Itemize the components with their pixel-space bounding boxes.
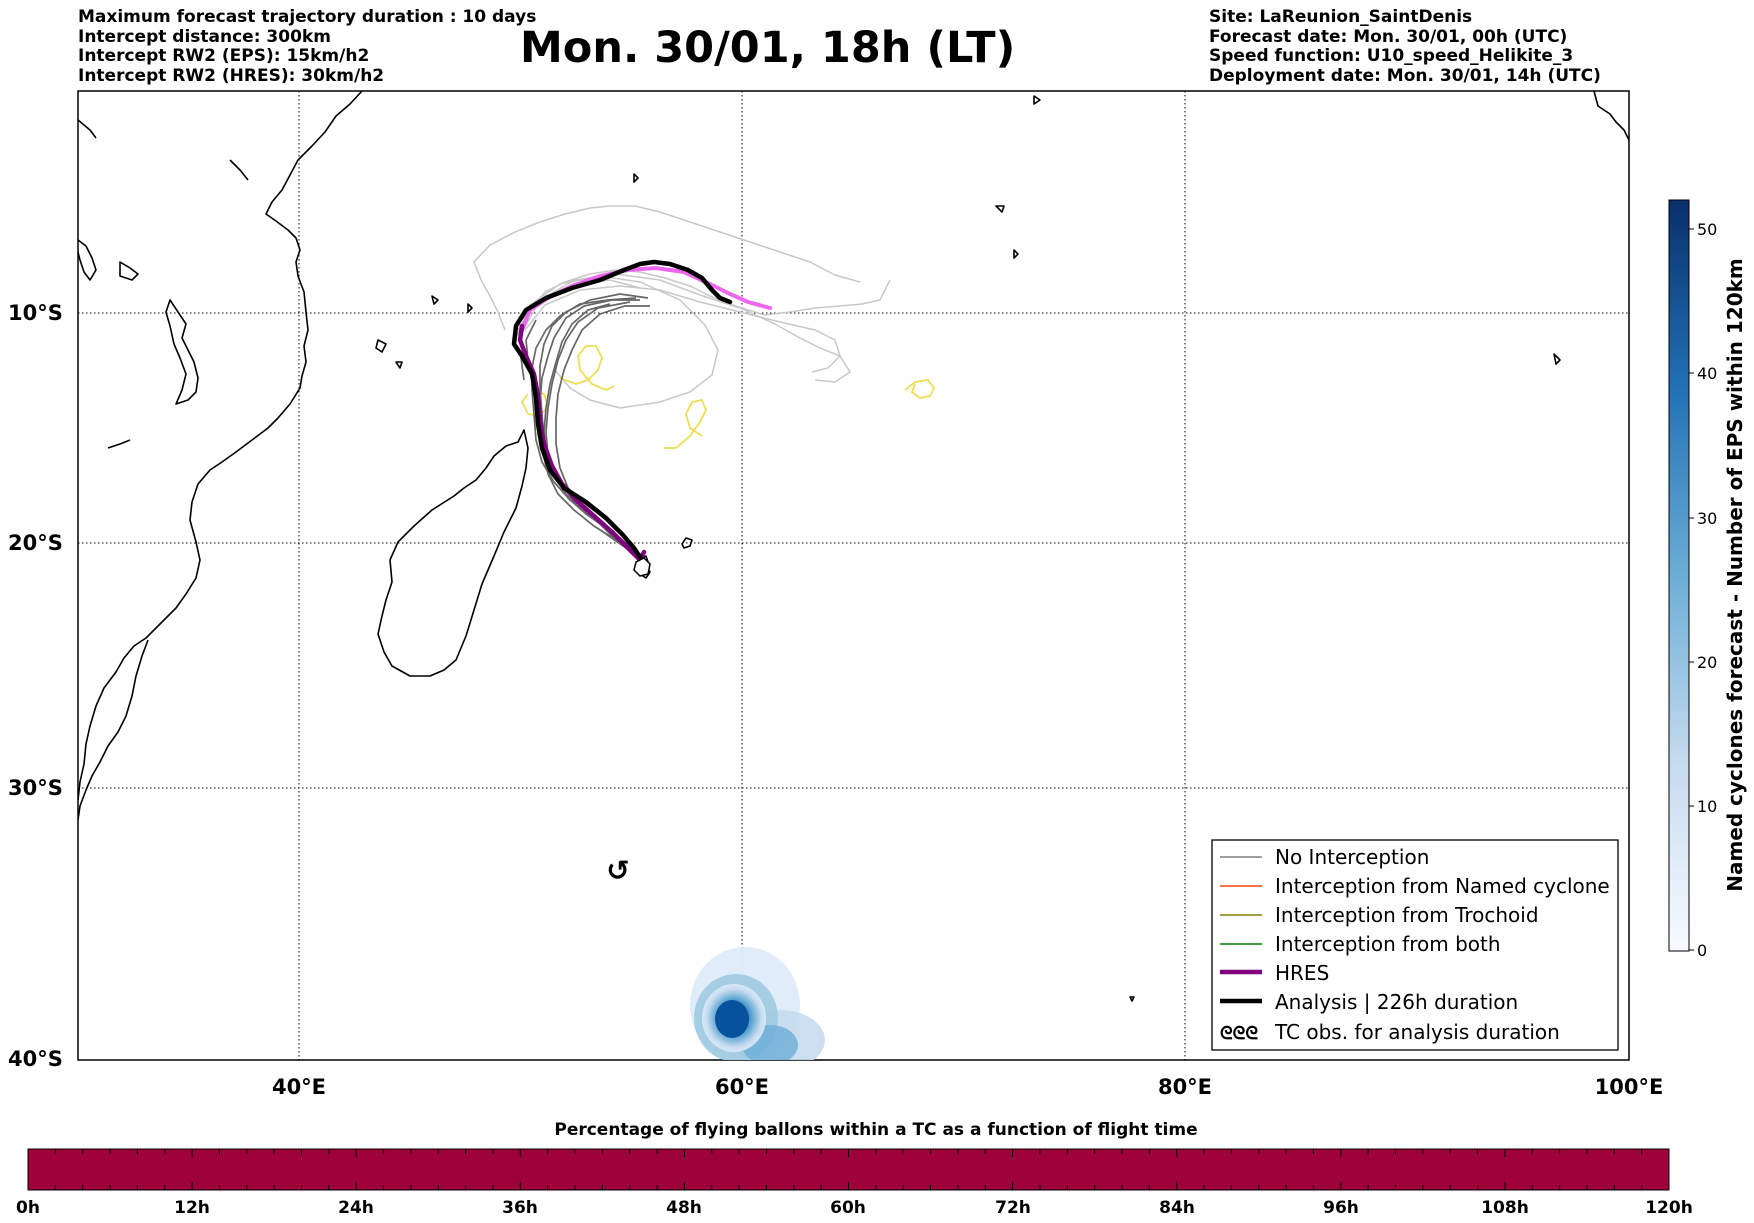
time-bar-label: 108h (1481, 1198, 1529, 1218)
colorbar-ticks: 0 10 20 30 40 50 (1689, 220, 1717, 960)
time-bar-label: 24h (338, 1198, 374, 1218)
legend-item-label: HRES (1275, 961, 1329, 985)
lon-label-100e: 100°E (1595, 1075, 1664, 1099)
page-title: Mon. 30/01, 18h (LT) (520, 23, 1016, 73)
reunion-island (633, 557, 651, 577)
longitude-labels: 40°E 60°E 80°E 100°E (272, 1075, 1663, 1099)
time-bar-title: Percentage of flying ballons within a TC… (554, 1120, 1197, 1140)
header-left-line: Maximum forecast trajectory duration : 1… (78, 7, 537, 27)
colorbar-tick: 40 (1689, 364, 1717, 383)
lat-label-40s: 40°S (8, 1047, 63, 1071)
legend-item-label: Interception from Trochoid (1275, 903, 1539, 927)
legend-item-label: Interception from Named cyclone (1275, 874, 1610, 898)
legend-item-label: TC obs. for analysis duration (1274, 1020, 1560, 1044)
colorbar-tick: 50 (1689, 220, 1717, 239)
legend-box (1211, 839, 1619, 1051)
lon-label-40e: 40°E (272, 1075, 326, 1099)
colorbar-tick: 20 (1689, 653, 1717, 672)
latitude-labels: 10°S 20°S 30°S 40°S (8, 301, 63, 1071)
time-bar-label: 12h (174, 1198, 210, 1218)
colorbar-tick-label: 30 (1697, 509, 1717, 528)
legend-item-label: No Interception (1275, 845, 1429, 869)
header-left-line: Intercept RW2 (EPS): 15km/h2 (78, 46, 370, 66)
time-bar-label: 72h (995, 1198, 1031, 1218)
colorbar-title: Named cyclones forecast - Number of EPS … (1723, 258, 1747, 892)
header-left-info: Maximum forecast trajectory duration : 1… (78, 7, 537, 86)
header-left-line: Intercept distance: 300km (78, 26, 331, 47)
hres-trajectory (517, 323, 647, 563)
time-bar-label: 84h (1159, 1198, 1195, 1218)
colorbar-tick-label: 0 (1697, 941, 1707, 960)
header-right-line: Speed function: U10_speed_Helikite_3 (1209, 46, 1574, 66)
lat-label-10s: 10°S (8, 301, 63, 325)
legend: No Interception Interception from Named … (1211, 839, 1619, 1051)
time-bar-label: 60h (830, 1198, 866, 1218)
legend-item-label: Interception from both (1275, 932, 1501, 956)
header-right-line: Deployment date: Mon. 30/01, 14h (UTC) (1209, 65, 1601, 86)
tc-observation-icon: ↺ (606, 854, 629, 887)
time-bar-label: 0h (16, 1198, 40, 1218)
analysis-trajectory (511, 259, 733, 563)
colorbar-tick-label: 40 (1697, 364, 1717, 383)
eps-light-trajectories (473, 205, 891, 409)
colorbar-gradient (1668, 199, 1690, 952)
legend-item-label: Analysis | 226h duration (1275, 990, 1518, 1014)
time-bar-label: 96h (1323, 1198, 1359, 1218)
header-right-line: Forecast date: Mon. 30/01, 00h (UTC) (1209, 26, 1568, 47)
time-bar-label: 120h (1645, 1198, 1693, 1218)
eps-cyclone-density (690, 947, 825, 1060)
header-right-line: Site: LaReunion_SaintDenis (1209, 7, 1473, 27)
colorbar-tick: 30 (1689, 509, 1717, 528)
time-bar-label: 36h (502, 1198, 538, 1218)
time-bar-labels: 0h 12h 24h 36h 48h 60h 72h 84h 96h 108h … (16, 1198, 1693, 1218)
colorbar: 0 10 20 30 40 50 Named cyclones forecast… (1668, 199, 1747, 960)
colorbar-tick-label: 10 (1697, 797, 1717, 816)
time-bar-minor-ticks (54, 1149, 1643, 1190)
lon-label-60e: 60°E (715, 1075, 769, 1099)
header-right-info: Site: LaReunion_SaintDenis Forecast date… (1209, 7, 1601, 86)
time-bar-label: 48h (666, 1198, 702, 1218)
time-bar: Percentage of flying ballons within a TC… (16, 1120, 1693, 1218)
colorbar-tick: 0 (1689, 941, 1707, 960)
colorbar-tick-label: 20 (1697, 653, 1717, 672)
colorbar-tick: 10 (1689, 797, 1717, 816)
header-left-line: Intercept RW2 (HRES): 30km/h2 (78, 65, 385, 86)
legend-tc-symbol-icon: ᘓᘓᘓ (1220, 1023, 1258, 1044)
map-area[interactable]: ↺ No Interception Interception from Name… (8, 90, 1663, 1099)
lon-label-80e: 80°E (1158, 1075, 1212, 1099)
lat-label-20s: 20°S (8, 531, 63, 555)
colorbar-tick-label: 50 (1697, 220, 1717, 239)
lat-label-30s: 30°S (8, 776, 63, 800)
